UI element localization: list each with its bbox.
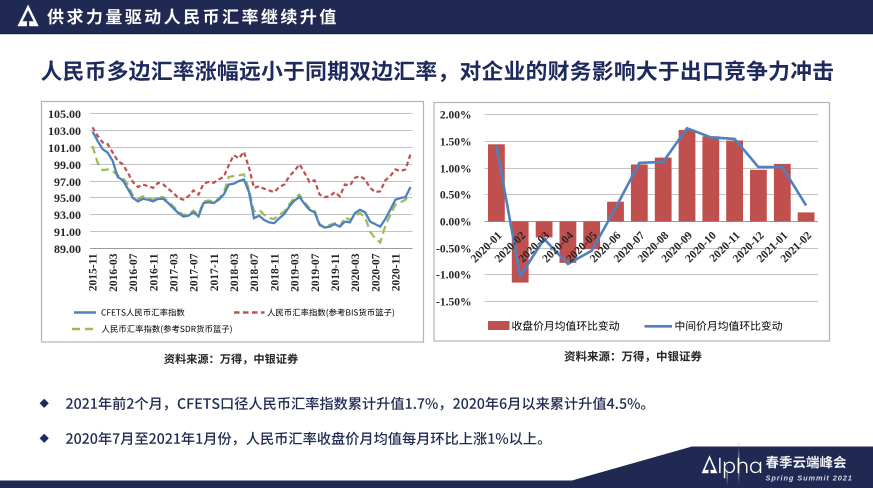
svg-text:2017-11: 2017-11 [209,253,221,291]
svg-text:2017-03: 2017-03 [169,253,181,292]
svg-text:2017-07: 2017-07 [189,253,201,292]
svg-text:2018-03: 2018-03 [229,253,241,292]
svg-text:89.00: 89.00 [54,242,81,256]
svg-text:2015-11: 2015-11 [88,253,100,291]
svg-text:2016-11: 2016-11 [148,253,160,291]
svg-text:1.00%: 1.00% [440,164,472,176]
svg-text:2.00%: 2.00% [440,110,472,122]
svg-text:0.00%: 0.00% [440,217,472,229]
svg-text:2016-03: 2016-03 [108,253,120,292]
svg-text:2016-07: 2016-07 [128,253,140,292]
svg-text:105.00: 105.00 [48,107,81,121]
svg-text:95.00: 95.00 [54,191,81,205]
svg-text:93.00: 93.00 [54,208,81,222]
svg-text:91.00: 91.00 [54,225,81,239]
svg-text:2020-07: 2020-07 [370,253,382,292]
svg-text:2018-07: 2018-07 [249,253,261,292]
svg-text:2019-03: 2019-03 [290,253,302,292]
svg-text:101.00: 101.00 [48,141,81,155]
svg-text:2018-11: 2018-11 [269,253,281,291]
svg-text:103.00: 103.00 [48,124,81,138]
svg-text:-1.00%: -1.00% [436,270,471,282]
svg-text:99.00: 99.00 [54,158,81,172]
svg-text:-1.50%: -1.50% [436,297,471,309]
svg-text:2019-07: 2019-07 [310,253,322,292]
svg-text:Spring Summit 2021: Spring Summit 2021 [766,473,853,482]
svg-text:0.50%: 0.50% [440,190,472,202]
svg-text:-0.50%: -0.50% [436,244,471,256]
svg-text:97.00: 97.00 [54,175,81,189]
svg-text:2020-11: 2020-11 [391,253,403,291]
svg-text:1.50%: 1.50% [440,137,472,149]
svg-text:2020-03: 2020-03 [350,253,362,292]
svg-text:2019-11: 2019-11 [330,253,342,291]
